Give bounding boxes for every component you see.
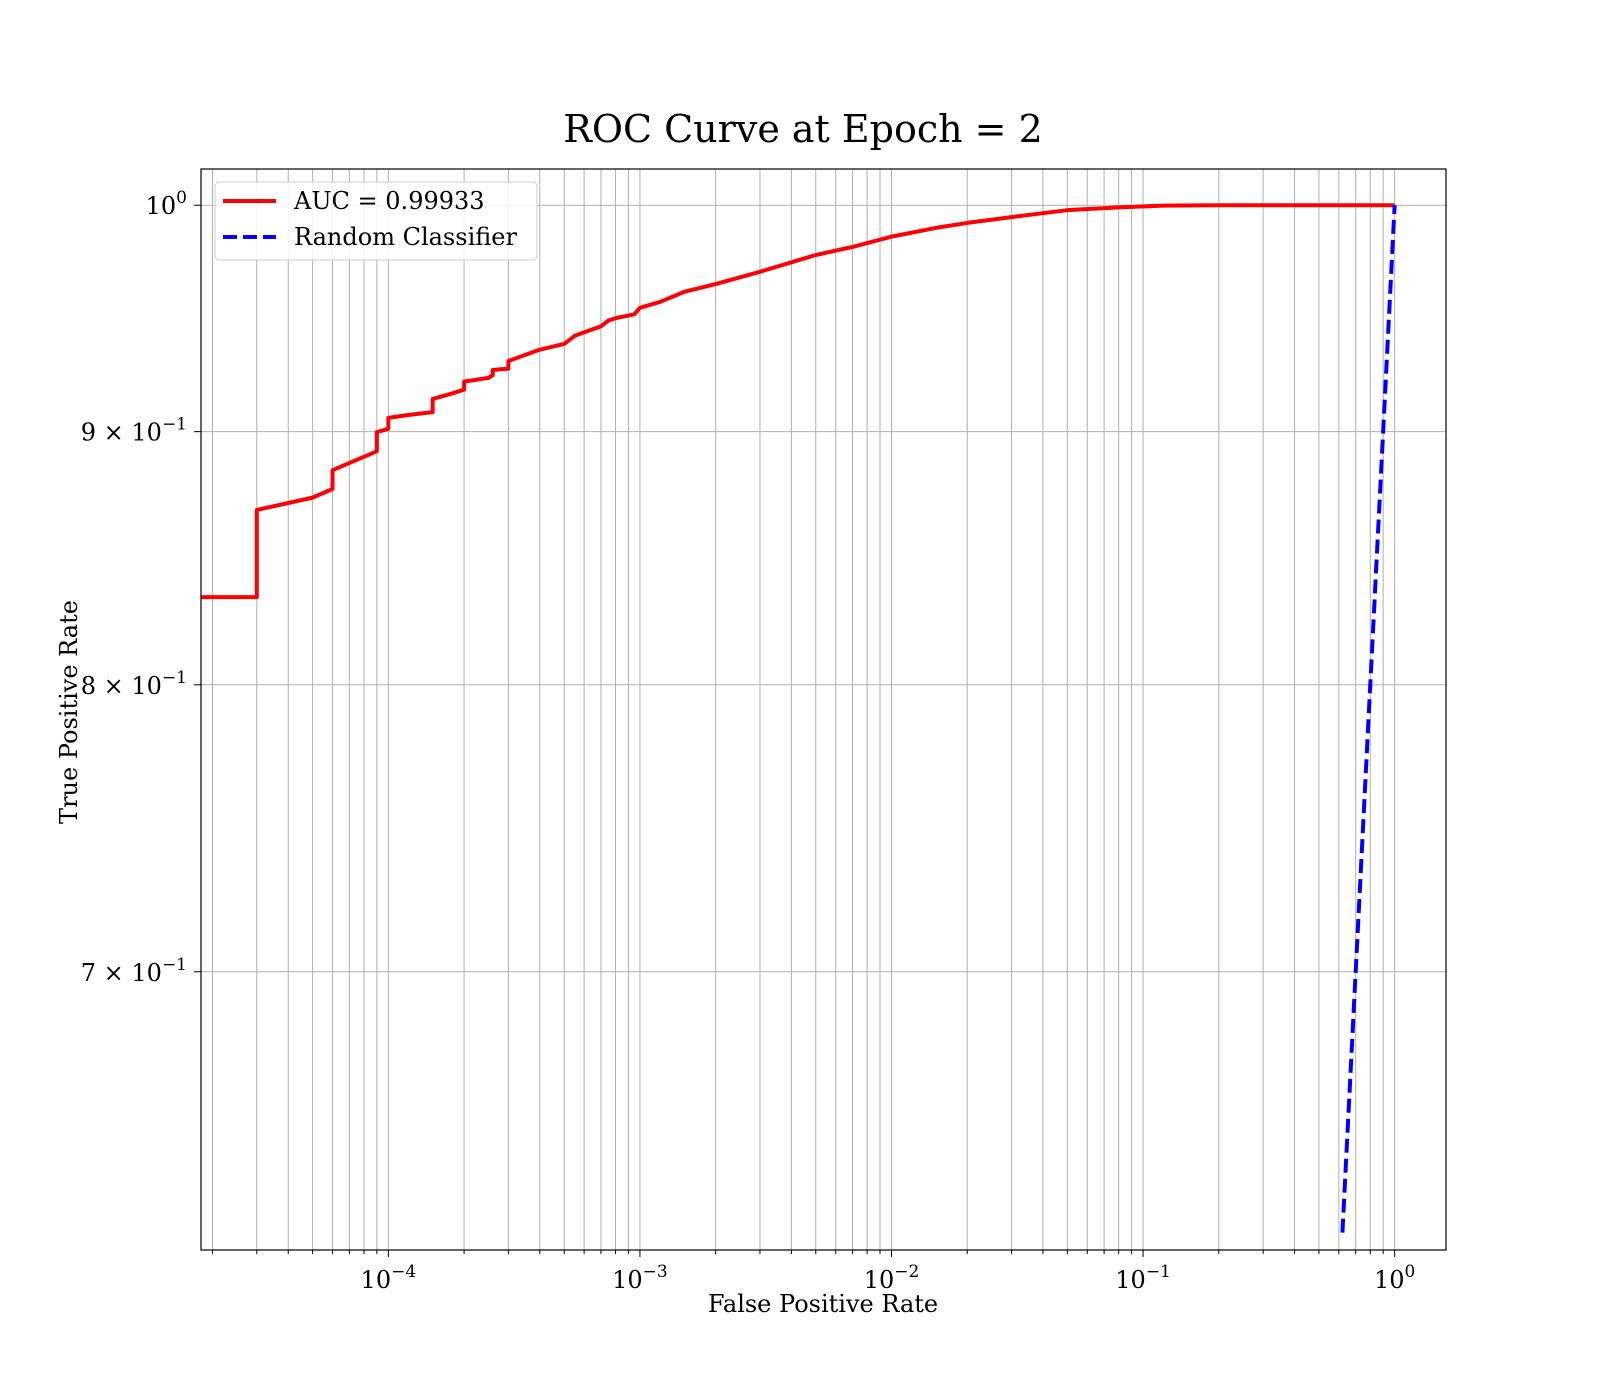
x-tick-label-exponent: −2: [894, 1262, 919, 1282]
y-tick-label: 100: [146, 188, 187, 220]
x-tick-label: 10−3: [612, 1262, 668, 1294]
x-tick-label: 10−2: [864, 1262, 920, 1294]
y-tick-label: 9 × 10−1: [81, 415, 187, 447]
y-tick-label-exponent: −1: [162, 955, 187, 975]
series-layer: [201, 203, 1397, 1233]
x-tick-label-base: 10: [864, 1266, 895, 1294]
legend: AUC = 0.99933 Random Classifier: [214, 181, 538, 261]
legend-label-auc: AUC = 0.99933: [293, 187, 485, 215]
legend-box: [214, 181, 538, 261]
x-axis-ticks: 10−4 10−3 10−2 10−1 100: [212, 1250, 1415, 1294]
chart-title: ROC Curve at Epoch = 2: [563, 107, 1043, 151]
y-tick-label-base: 8 × 10: [81, 672, 162, 700]
x-tick-label-base: 10: [361, 1266, 392, 1294]
y-tick-label-exponent: −1: [162, 668, 187, 688]
y-tick-label-base: 9 × 10: [81, 419, 162, 447]
y-tick-label-exponent: 0: [176, 188, 187, 208]
x-tick-label: 10−4: [361, 1262, 417, 1294]
x-tick-label-exponent: −3: [643, 1262, 668, 1282]
x-tick-label-exponent: 0: [1405, 1262, 1416, 1282]
x-tick-label: 10−1: [1115, 1262, 1171, 1294]
x-tick-label-base: 10: [1374, 1266, 1405, 1294]
x-tick-label-base: 10: [612, 1266, 643, 1294]
x-tick-label: 100: [1374, 1262, 1415, 1294]
grid: [201, 169, 1446, 1250]
y-tick-label-exponent: −1: [162, 415, 187, 435]
legend-label-random-classifier: Random Classifier: [294, 223, 517, 251]
y-tick-label: 8 × 10−1: [81, 668, 187, 700]
roc-curve-line: [201, 203, 1395, 600]
y-tick-label: 7 × 10−1: [81, 955, 187, 987]
axes-frame: [200, 168, 1447, 1251]
random-classifier-line: [1340, 205, 1397, 1233]
x-tick-label-exponent: −1: [1146, 1262, 1171, 1282]
x-tick-label-base: 10: [1115, 1266, 1146, 1294]
x-tick-label-exponent: −4: [391, 1262, 416, 1282]
y-tick-label-base: 7 × 10: [81, 959, 162, 987]
y-tick-label-base: 10: [146, 192, 177, 220]
plot-area: [201, 203, 1397, 1233]
y-axis-label: True Positive Rate: [55, 600, 83, 824]
x-axis-label: False Positive Rate: [708, 1290, 938, 1318]
